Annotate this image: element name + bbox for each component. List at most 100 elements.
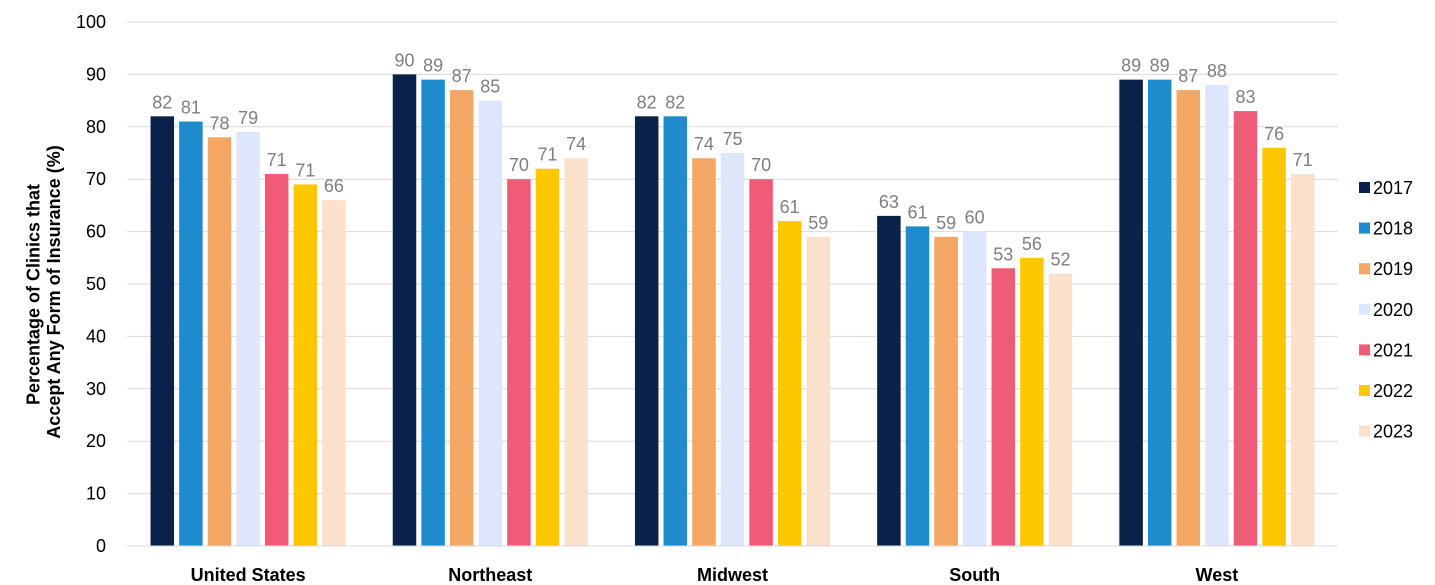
y-axis-ticks: 0 10 20 30 40 50 60 70 80 90 100 — [76, 12, 106, 556]
y-axis-label-line-1: Percentage of Clinics that — [24, 184, 44, 405]
y-tick-label: 10 — [86, 484, 106, 504]
legend-label-2017: 2017 — [1373, 178, 1413, 198]
y-tick-label: 0 — [96, 536, 106, 556]
bar-2022 — [535, 168, 560, 546]
y-axis-label-line-2: Accept Any Form of Insurance (%) — [44, 145, 64, 438]
data-label: 89 — [1150, 56, 1170, 76]
bar-2019 — [934, 236, 958, 546]
bars — [150, 74, 1315, 547]
data-label: 59 — [936, 213, 956, 233]
legend: 2017 2018 2019 2020 2021 2022 2023 — [1359, 178, 1413, 442]
bar-2021 — [749, 179, 773, 546]
bar-2019 — [1176, 90, 1201, 547]
x-tick-label: Northeast — [448, 565, 532, 585]
bar-2017 — [150, 116, 175, 546]
legend-label-2019: 2019 — [1373, 259, 1413, 279]
x-tick-label: United States — [191, 565, 306, 585]
y-axis-label: Percentage of Clinics that Accept Any Fo… — [24, 145, 65, 438]
bar-2023 — [1048, 273, 1073, 546]
data-label: 71 — [1293, 150, 1313, 170]
legend-label-2023: 2023 — [1373, 422, 1413, 442]
data-label: 85 — [480, 77, 500, 97]
legend-label-2020: 2020 — [1373, 300, 1413, 320]
data-label: 88 — [1207, 61, 1227, 81]
data-label: 82 — [665, 92, 685, 112]
bar-2020 — [1205, 84, 1229, 546]
bar-2023 — [322, 200, 346, 546]
bar-2019 — [207, 137, 232, 546]
legend-swatch-2023 — [1359, 425, 1370, 437]
data-label: 74 — [566, 134, 586, 154]
data-labels: 82 81 78 79 71 71 66 90 89 87 85 70 71 74 82 82 74 75 70 61… — [152, 50, 1312, 269]
bar-2020 — [962, 231, 987, 546]
legend-label-2022: 2022 — [1373, 381, 1413, 401]
data-label: 75 — [722, 129, 742, 149]
x-tick-label: West — [1196, 565, 1239, 585]
legend-label-2018: 2018 — [1373, 219, 1413, 239]
x-tick-label: Midwest — [697, 565, 768, 585]
bar-2021 — [991, 268, 1016, 546]
bar-2021 — [1233, 111, 1258, 546]
legend-swatch-2017 — [1359, 182, 1370, 193]
data-label: 60 — [965, 208, 985, 228]
bar-2023 — [564, 158, 588, 547]
data-label: 90 — [394, 50, 414, 70]
data-label: 82 — [152, 92, 172, 112]
bar-2022 — [293, 184, 318, 546]
data-label: 61 — [907, 202, 927, 222]
y-tick-label: 70 — [86, 169, 106, 189]
bar-2018 — [663, 116, 688, 546]
legend-swatch-2019 — [1359, 263, 1370, 275]
legend-swatch-2020 — [1359, 303, 1370, 315]
bar-2017 — [392, 74, 417, 547]
legend-swatch-2022 — [1359, 385, 1370, 396]
bar-2023 — [806, 236, 831, 546]
data-label: 63 — [879, 192, 899, 212]
data-label: 70 — [509, 155, 529, 175]
data-label: 56 — [1022, 234, 1042, 254]
y-tick-label: 40 — [86, 326, 106, 346]
data-label: 61 — [780, 197, 800, 217]
bar-2020 — [236, 132, 260, 547]
bar-2022 — [1020, 257, 1044, 546]
data-label: 89 — [1121, 56, 1141, 76]
data-label: 82 — [637, 92, 657, 112]
bar-2022 — [777, 221, 802, 546]
data-label: 81 — [181, 98, 201, 118]
data-label: 52 — [1050, 250, 1070, 270]
data-label: 78 — [209, 113, 229, 133]
data-label: 83 — [1235, 87, 1255, 107]
x-axis-ticks: United States Northeast Midwest South West — [191, 565, 1239, 585]
data-label: 53 — [993, 244, 1013, 264]
legend-swatch-2018 — [1359, 222, 1370, 234]
data-label: 59 — [808, 213, 828, 233]
data-label: 71 — [537, 145, 557, 165]
x-tick-label: South — [949, 565, 1000, 585]
bar-2019 — [692, 158, 716, 547]
bar-2022 — [1262, 147, 1286, 546]
bar-2017 — [634, 116, 659, 546]
bar-2018 — [421, 79, 445, 546]
bar-2017 — [877, 215, 901, 546]
legend-swatch-2021 — [1359, 344, 1370, 356]
bar-2017 — [1119, 79, 1143, 546]
data-label: 76 — [1264, 124, 1284, 144]
data-label: 74 — [694, 134, 714, 154]
y-tick-label: 60 — [86, 222, 106, 242]
data-label: 66 — [324, 176, 344, 196]
data-label: 79 — [238, 108, 258, 128]
data-label: 70 — [751, 155, 771, 175]
bar-2023 — [1290, 173, 1315, 546]
y-tick-label: 50 — [86, 274, 106, 294]
data-label: 87 — [1178, 66, 1198, 86]
data-label: 71 — [267, 150, 287, 170]
y-tick-label: 30 — [86, 379, 106, 399]
bar-2019 — [449, 90, 474, 547]
y-tick-label: 80 — [86, 117, 106, 137]
bar-2021 — [264, 173, 289, 546]
data-label: 89 — [423, 56, 443, 76]
bar-2021 — [507, 179, 531, 546]
data-label: 87 — [452, 66, 472, 86]
legend-label-2021: 2021 — [1373, 340, 1413, 360]
